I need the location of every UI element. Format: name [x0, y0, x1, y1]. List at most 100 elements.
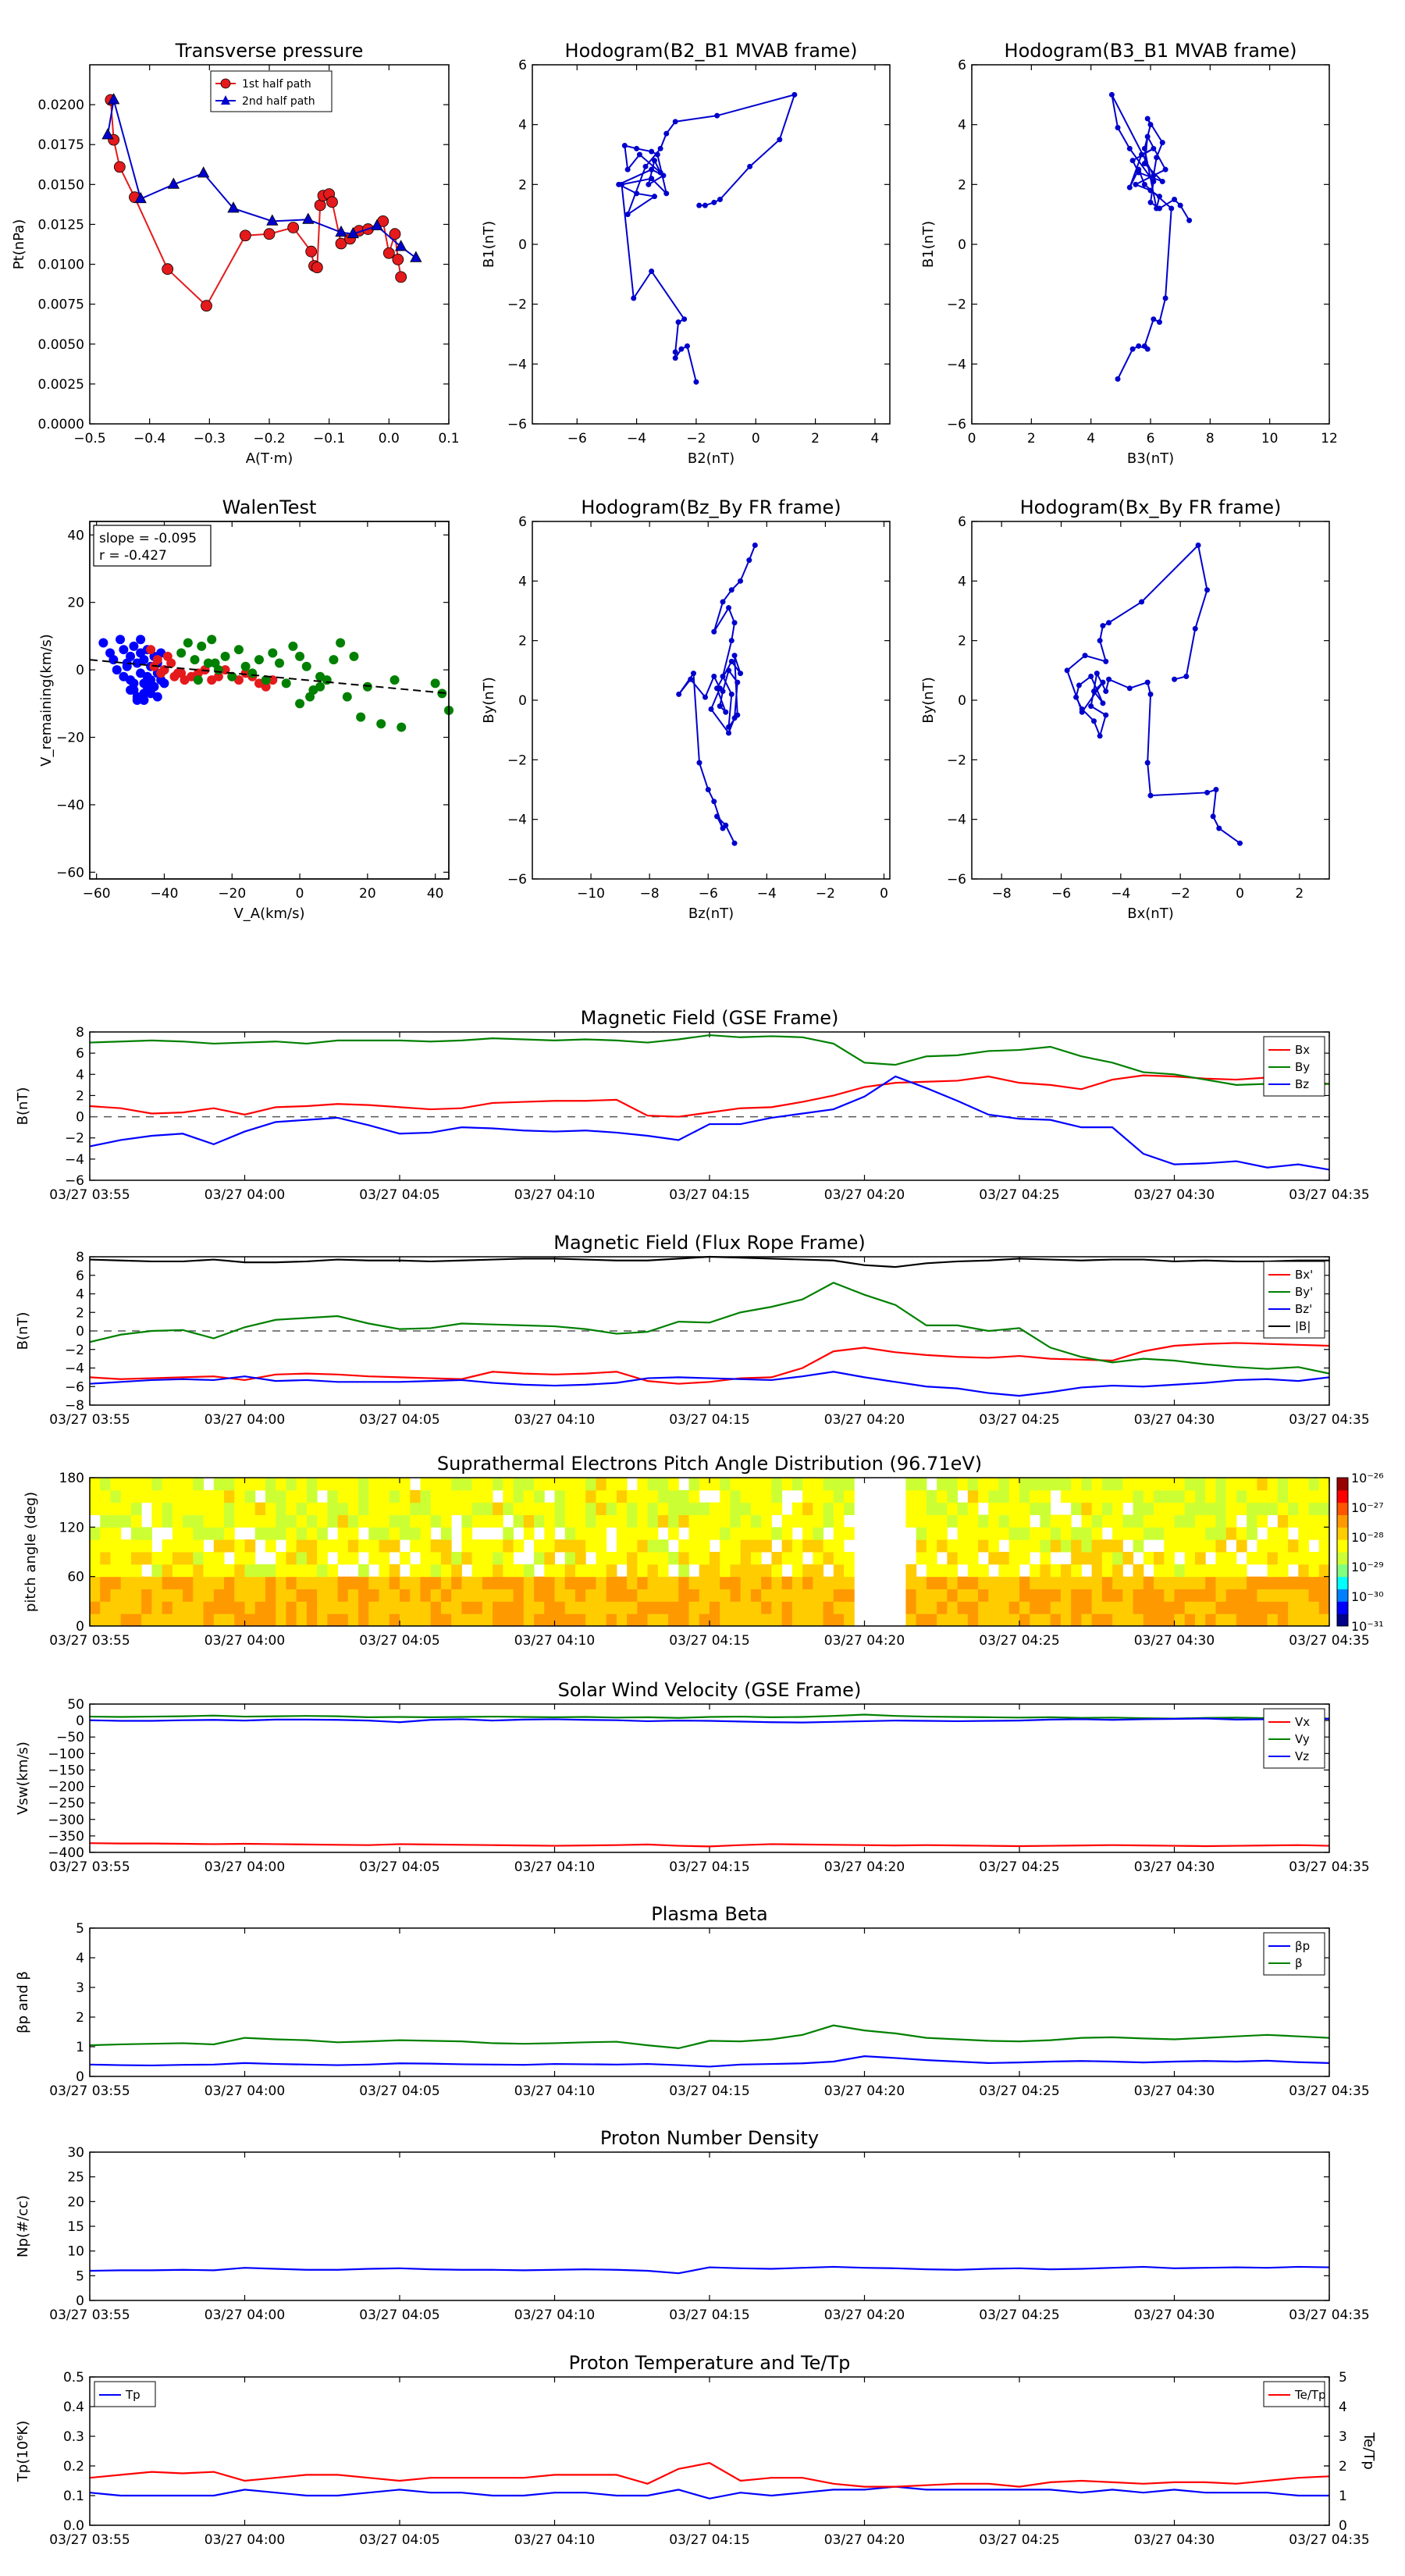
pad-cell: [534, 1502, 545, 1515]
h3-point: [711, 628, 717, 635]
pad-cell: [926, 1589, 937, 1602]
tp-ytick-label: 0.0050: [38, 337, 84, 353]
h1-ytick-label: 0: [518, 237, 527, 253]
vsw-ytick-label: 0: [76, 1713, 84, 1729]
temp-panel: Proton Temperature and Te/Tp0.00.10.20.3…: [15, 2352, 1377, 2548]
pad-cell: [813, 1502, 824, 1515]
pad-cell: [306, 1601, 318, 1614]
pad-cell: [193, 1478, 205, 1491]
h2-point: [1162, 295, 1168, 301]
h1-ylabel: B1(nT): [481, 221, 497, 268]
pad-cell: [678, 1552, 690, 1565]
pad-cell: [493, 1601, 503, 1614]
pad-cell: [1019, 1576, 1030, 1589]
walen-point: [197, 641, 207, 651]
walen-point: [240, 661, 251, 671]
h1-point: [717, 197, 723, 202]
pad-cell: [130, 1478, 142, 1491]
pad-cell: [347, 1576, 359, 1589]
h2-ytick-label: −4: [947, 357, 966, 372]
pad-cell: [730, 1564, 742, 1578]
pad-cell: [183, 1614, 194, 1627]
pad-cell: [596, 1527, 607, 1540]
pad-cell: [1184, 1514, 1196, 1528]
h4-ytick-label: −4: [947, 813, 966, 828]
pad-cell: [730, 1601, 742, 1614]
pad-cell: [193, 1514, 205, 1528]
pad-cell: [389, 1539, 400, 1553]
pad-cell: [430, 1564, 442, 1578]
pad-cell: [761, 1601, 772, 1614]
pad-cell: [564, 1576, 576, 1589]
tp-xlabel: A(T·m): [246, 450, 293, 467]
mag_gse-panel: Magnetic Field (GSE Frame)−6−4−20246803/…: [15, 1007, 1370, 1203]
pad-cell: [750, 1601, 762, 1614]
pad-cell: [1277, 1514, 1289, 1528]
pad-cell: [286, 1502, 297, 1515]
pad-cell: [916, 1527, 927, 1540]
walen-point: [190, 655, 200, 665]
pad-cell: [286, 1614, 297, 1627]
pad-cell: [523, 1589, 535, 1602]
pad-cell: [1174, 1614, 1186, 1627]
pad-cell: [1154, 1576, 1165, 1589]
pad-cell: [534, 1489, 545, 1503]
pad-cell: [1267, 1489, 1279, 1503]
pad-cell: [905, 1601, 917, 1614]
tp-xtick-label: −0.3: [194, 431, 226, 447]
pad-xtick-label: 03/27 04:15: [669, 1633, 749, 1649]
pad-cell: [130, 1502, 142, 1515]
pad-cell: [141, 1489, 152, 1503]
pad-cell: [440, 1502, 452, 1515]
h2-point: [1151, 316, 1157, 322]
pad-cell: [482, 1601, 493, 1614]
pad-cell: [710, 1478, 720, 1491]
pad-cell: [544, 1552, 555, 1565]
pad-cell: [337, 1589, 349, 1602]
walen-point: [132, 696, 142, 705]
h2-axes-frame: [971, 64, 1330, 425]
pad-cell: [585, 1489, 596, 1503]
tp-point: [162, 263, 174, 276]
pad-xtick-label: 03/27 04:00: [205, 1633, 285, 1649]
pad-cell: [1194, 1502, 1206, 1515]
pad-cell: [740, 1478, 752, 1491]
pad-cell: [585, 1576, 596, 1589]
pad-cell: [110, 1539, 122, 1553]
pad-cell: [699, 1564, 710, 1578]
tp-point: [335, 237, 347, 250]
pad-cell: [1225, 1514, 1237, 1528]
pad-cell: [1008, 1601, 1020, 1614]
pad-cell: [379, 1564, 390, 1578]
pad-cell: [327, 1502, 339, 1515]
pad-cell: [513, 1589, 525, 1602]
h2-point: [1172, 197, 1178, 202]
pad-cell: [657, 1478, 669, 1491]
temp-ytick-label: 0.3: [63, 2429, 84, 2445]
pad-cell: [327, 1576, 339, 1589]
mag_gse-legend-label: Bx: [1295, 1043, 1310, 1057]
pad-colorbar-step: [1337, 1586, 1348, 1589]
pad-cell: [1112, 1489, 1123, 1503]
pad-cell: [389, 1564, 400, 1578]
pad-cell: [688, 1514, 700, 1528]
pad-cell: [1133, 1489, 1144, 1503]
pad-cell: [440, 1576, 452, 1589]
pad-cell: [1257, 1589, 1268, 1602]
pad-cell: [668, 1502, 679, 1515]
h1-point: [657, 145, 663, 151]
pad-cell: [1091, 1576, 1103, 1589]
pad-cell: [110, 1502, 122, 1515]
pad-cell: [791, 1478, 803, 1491]
pad-cell: [100, 1502, 111, 1515]
vsw-xtick-label: 03/27 04:15: [669, 1859, 749, 1875]
pad-cell: [265, 1564, 276, 1578]
pad-cell: [410, 1539, 421, 1553]
pad-cell: [1277, 1552, 1289, 1565]
pad-cell: [1133, 1514, 1144, 1528]
pad-cell: [90, 1589, 101, 1602]
pad-cell: [761, 1589, 772, 1602]
h1-point: [711, 199, 717, 205]
h1-point: [702, 202, 708, 208]
mag_gse-ytick-label: −2: [65, 1131, 84, 1147]
